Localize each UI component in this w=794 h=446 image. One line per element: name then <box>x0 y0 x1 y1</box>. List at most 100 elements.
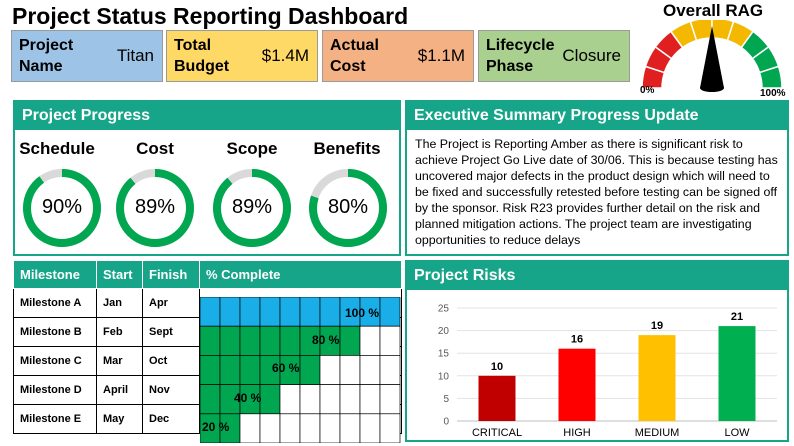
executive-summary-text: The Project is Reporting Amber as there … <box>415 137 778 247</box>
progress-cell-filled <box>239 297 261 327</box>
milestone-complete-label: 80 % <box>312 333 340 347</box>
progress-cell-empty <box>279 384 301 415</box>
milestone-complete-label: 20 % <box>202 420 230 434</box>
progress-cell-empty <box>379 325 401 356</box>
progress-cell-empty <box>339 355 361 385</box>
progress-cell-filled <box>319 297 341 327</box>
rag-title: Overall RAG <box>663 1 764 20</box>
progress-cell-filled <box>279 297 301 327</box>
progress-cell-empty <box>319 384 341 415</box>
milestone-finish: Oct <box>142 346 200 376</box>
milestone-name: Milestone A <box>13 288 97 318</box>
kpi-label: Total Budget <box>174 37 230 75</box>
milestone-start: Jan <box>96 288 143 318</box>
cost-progress-ring <box>116 169 194 247</box>
category-label: MEDIUM <box>635 427 680 439</box>
progress-cell-empty <box>319 355 341 385</box>
milestone-name: Milestone B <box>13 317 97 347</box>
kpi-total-budget: Total Budget $1.4M <box>166 30 318 82</box>
benefits-label: Benefits <box>313 139 381 158</box>
bar-value-label: 19 <box>651 320 663 332</box>
cost-value: 89% <box>134 196 176 218</box>
kpi-value: Closure <box>562 46 621 65</box>
progress-cell-empty <box>359 355 381 385</box>
progress-cell-empty <box>299 413 321 443</box>
milestone-finish: Nov <box>142 375 200 405</box>
benefits-value: 80% <box>327 196 369 218</box>
progress-cell-filled <box>219 297 241 327</box>
progress-cell-empty <box>359 413 381 443</box>
progress-cell-empty <box>279 413 301 443</box>
scope-progress-ring <box>213 169 291 247</box>
progress-cell-filled <box>259 297 281 327</box>
progress-cell-empty <box>259 413 281 443</box>
complete-column-header: % Complete <box>199 260 402 289</box>
scope-value: 89% <box>231 196 273 218</box>
progress-cell-empty <box>359 384 381 415</box>
schedule-label: Schedule <box>19 139 95 158</box>
y-tick-label: 20 <box>438 326 450 337</box>
finish-column-header: Finish <box>142 260 200 289</box>
kpi-label: Lifecycle Phase <box>486 37 555 75</box>
progress-cell-filled <box>259 384 281 415</box>
progress-cell-filled <box>219 325 241 356</box>
rag-max-label: 100% <box>760 88 786 99</box>
progress-cell-filled <box>299 297 321 327</box>
milestone-complete-label: 40 % <box>234 391 262 405</box>
y-tick-label: 10 <box>438 371 450 382</box>
bar-value-label: 10 <box>491 361 503 373</box>
progress-cell-filled <box>200 297 221 327</box>
milestone-name: Milestone E <box>13 404 97 434</box>
rag-gauge <box>641 20 783 92</box>
kpi-project-name: Project Name Titan <box>11 30 163 82</box>
ring-progress-arc <box>116 169 194 247</box>
bar-value-label: 21 <box>731 311 743 323</box>
gauge-needle-base <box>700 84 724 92</box>
category-label: CRITICAL <box>472 427 522 439</box>
milestone-name: Milestone D <box>13 375 97 405</box>
progress-cell-empty <box>319 413 341 443</box>
progress-cell-empty <box>299 384 321 415</box>
executive-summary-panel: Executive Summary Progress Update The Pr… <box>405 100 789 256</box>
kpi-lifecycle-phase: Lifecycle Phase Closure <box>478 30 630 82</box>
bar-value-label: 16 <box>571 334 583 346</box>
milestone-progress-grid <box>200 297 401 443</box>
kpi-label: Project Name <box>19 37 74 75</box>
y-tick-label: 5 <box>443 394 449 405</box>
progress-cell-empty <box>379 413 401 443</box>
milestone-finish: Dec <box>142 404 200 434</box>
progress-cell-empty <box>359 325 381 356</box>
progress-cell-filled <box>219 355 241 385</box>
scope-label: Scope <box>226 139 278 158</box>
schedule-value: 90% <box>41 196 83 218</box>
progress-cell-filled <box>200 384 221 415</box>
milestone-finish: Sept <box>142 317 200 347</box>
risk-bar <box>718 326 756 421</box>
risk-bar-chart: 0 5 10 15 20 25 10 CRITICAL 16 HIGH 19 MEDIUM 21 LOW <box>438 304 777 439</box>
kpi-value: $1.4M <box>261 46 309 65</box>
milestone-complete-label: 100 % <box>345 306 380 320</box>
risk-bar <box>558 348 596 421</box>
executive-summary-heading: Executive Summary Progress Update <box>407 102 787 130</box>
progress-cell-filled <box>200 355 221 385</box>
kpi-value: Titan <box>116 46 154 65</box>
milestone-complete-label: 60 % <box>272 361 300 375</box>
milestone-start: Feb <box>96 317 143 347</box>
kpi-actual-cost: Actual Cost $1.1M <box>322 30 474 82</box>
progress-cell-filled <box>239 325 261 356</box>
kpi-label: Actual Cost <box>330 37 379 75</box>
gauge-needle <box>700 26 724 88</box>
risk-bar <box>478 375 516 421</box>
gauge-segment <box>758 65 783 89</box>
milestone-column-header: Milestone <box>13 260 97 289</box>
progress-cell-empty <box>379 384 401 415</box>
y-tick-label: 15 <box>438 349 450 360</box>
milestone-start: April <box>96 375 143 405</box>
progress-cell-empty <box>339 413 361 443</box>
milestone-finish: Apr <box>142 288 200 318</box>
progress-cell-empty <box>339 384 361 415</box>
kpi-value: $1.1M <box>417 46 465 65</box>
risk-bar <box>638 335 676 421</box>
milestone-start: May <box>96 404 143 434</box>
y-tick-label: 25 <box>438 304 450 315</box>
